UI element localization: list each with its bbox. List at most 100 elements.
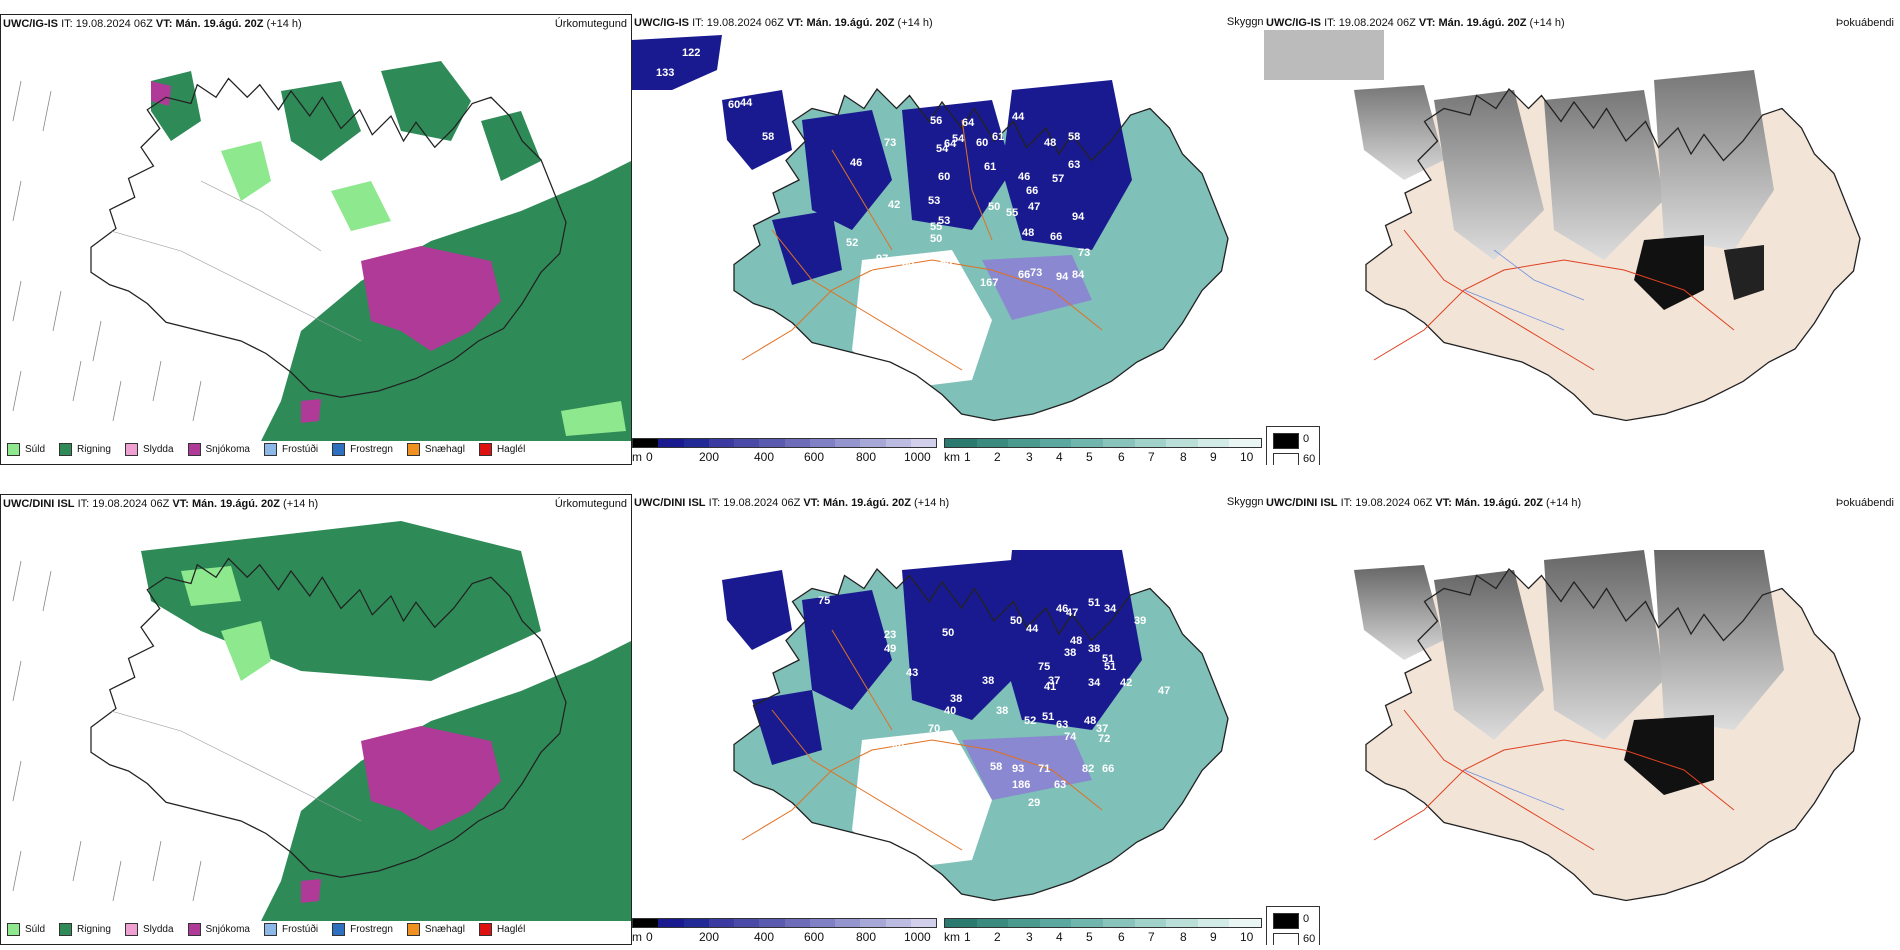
cloud-label: 50 [942,627,954,639]
precip-panel-row2: UWC/DINI ISL IT: 19.08.2024 06Z VT: Mán.… [0,494,632,945]
it-value: 19.08.2024 06Z [706,17,784,29]
cloud-label: 46 [850,157,862,169]
cloud-label: 63 [1054,779,1066,791]
cloud-label: 66 [1018,269,1030,281]
cloud-label: 43 [868,739,880,751]
legend-swatch [187,443,201,456]
cloud-label: 84 [1072,269,1085,281]
legend-item: Haglél [478,923,525,936]
precip-panel-row1: UWC/IG-IS IT: 19.08.2024 06Z VT: Mán. 19… [0,14,632,465]
cloud-label: 75 [1038,661,1050,673]
cloud-label: 63 [1068,159,1080,171]
cloud-label: 72 [1098,733,1110,745]
key-swatch [1273,453,1299,465]
legend-swatch [263,923,277,936]
legend-item: Rigning [59,443,111,456]
cloud-label: 34 [1088,677,1101,689]
fog-key-row2: 0 60 [1266,906,1320,945]
legend-swatch [406,443,420,456]
legend-swatch [187,923,201,936]
precip-legend-row1: Súld Rigning Slydda Snjókoma Frostúði Fr… [7,443,539,456]
vt-label: VT: [155,18,173,30]
cloud-label: 73 [1078,247,1090,259]
cloud-label: 23 [884,629,896,641]
lead-time: (+14 h) [897,17,933,29]
cloud-label: 60 [976,137,988,149]
cloud-label: 51 [1042,711,1054,723]
legend-swatch [7,443,20,456]
fog-panel-row1: UWC/IG-IS IT: 19.08.2024 06Z VT: Mán. 19… [1264,14,1900,465]
cloud-label: 48 [1044,137,1056,149]
cloud-panel-row1: UWC/IG-IS IT: 19.08.2024 06Z VT: Mán. 19… [632,14,1264,465]
fog-panel-row2: UWC/DINI ISL IT: 19.08.2024 06Z VT: Mán.… [1264,494,1900,945]
cloud-label: 53 [938,215,950,227]
key-swatch [1273,913,1299,929]
cloud-label: 60 [938,171,950,183]
legend-item: Snjókoma [187,923,250,936]
cloud-colorbar-row2 [632,918,937,928]
cloud-label: 61 [984,161,996,173]
cloud-label: 63 [1056,719,1068,731]
cloud-label: 82 [1082,763,1094,775]
legend-swatch [124,443,138,456]
cloud-label: 43 [906,667,918,679]
legend-item: Snæhagl [406,443,465,456]
cloud-label: 44 [1012,111,1025,123]
legend-item: Súld [7,443,45,456]
fog-key-row1: 0 60 [1266,426,1320,465]
fog-title: Þokuábendi [1835,497,1894,509]
cloud-label: 51 [1088,597,1100,609]
cloud-label: 52 [1024,715,1036,727]
cloud-label: 79 [748,561,760,573]
cloud-label: 51 [1102,653,1114,665]
legend-item: Slydda [124,923,174,936]
model-name: UWC/IG-IS [634,17,689,29]
cloud-label: 186 [1012,779,1030,791]
vis-colorbar-row1 [944,438,1262,448]
cloud-label: 38 [1088,643,1100,655]
precip-header-row2: UWC/DINI ISL IT: 19.08.2024 06Z VT: Mán.… [3,498,319,510]
it-label: IT: [692,17,704,29]
cloud-label: 42 [1120,677,1132,689]
cloud-label: 40 [944,705,956,717]
legend-swatch [59,443,73,456]
legend-item: Súld [7,923,45,936]
fog-header-row2: UWC/DINI ISL IT: 19.08.2024 06Z VT: Mán.… [1266,497,1582,509]
legend-swatch [332,443,346,456]
cloud-label: 58 [762,131,774,143]
cloud-label: 50 [1010,615,1022,627]
cloud-label: 73 [884,137,896,149]
it-value: 19.08.2024 06Z [75,18,153,30]
cloud-label: 48 [1022,227,1034,239]
cloud-title: Skyggni [1226,496,1264,508]
legend-swatch [59,923,73,936]
precip-title: Úrkomutegund [554,18,627,30]
legend-swatch [332,923,346,936]
cloud-label: 50 [988,201,1000,213]
legend-item: Snæhagl [406,923,465,936]
cloud-label: 122 [682,47,700,59]
cloud-label: 73 [1030,267,1042,279]
cloud-label: 44 [1026,623,1039,635]
legend-swatch [263,443,277,456]
key-swatch [1273,433,1299,449]
cloud-label: 94 [1056,271,1069,283]
cloud-label: 61 [992,131,1004,143]
legend-swatch [7,923,20,936]
vis-colorbar-row2 [944,918,1262,928]
cloud-label: 97 [876,253,888,265]
cloud-label: 38 [996,705,1008,717]
precip-legend-row2: Súld Rigning Slydda Snjókoma Frostúði Fr… [7,923,539,936]
model-name: UWC/IG-IS [3,18,58,30]
legend-item: Frostúði [263,923,318,936]
cloud-label: 47 [1158,685,1170,697]
lead-time: (+14 h) [266,18,302,30]
key-swatch [1273,933,1299,945]
cloud-label: 93 [1012,763,1024,775]
cloud-unit: m [632,450,642,464]
fog-map-row1 [1264,30,1861,422]
cloud-label: 50 [902,257,914,269]
cloud-label: 48 [1070,635,1082,647]
